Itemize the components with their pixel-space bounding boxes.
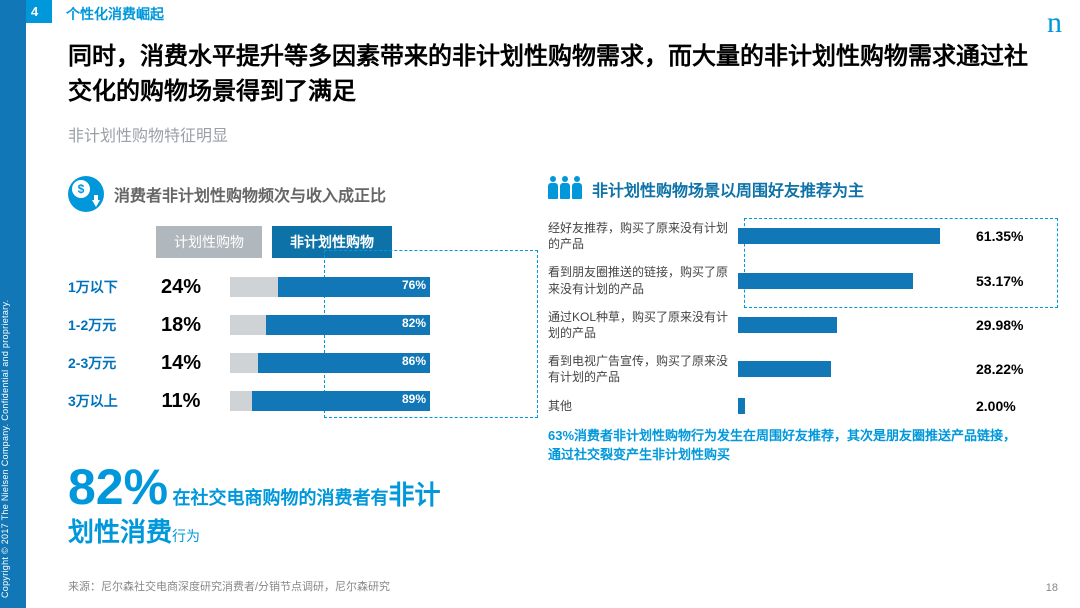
- scenario-row: 通过KOL种草，购买了原来没有计划的产品 29.98%: [548, 309, 1048, 341]
- bar-track: [738, 317, 968, 333]
- people-icon: [548, 176, 582, 202]
- planned-bar: [230, 277, 278, 297]
- scenario-label: 通过KOL种草，购买了原来没有计划的产品: [548, 309, 738, 341]
- scenario-label: 其他: [548, 398, 738, 414]
- tab-planned: 计划性购物: [156, 226, 262, 258]
- right-footnote: 63%消费者非计划性购物行为发生在周围好友推荐，其次是朋友圈推送产品链接，通过社…: [548, 426, 1048, 465]
- planned-bar: [230, 353, 258, 373]
- scenario-label: 看到朋友圈推送的链接，购买了原来没有计划的产品: [548, 264, 738, 296]
- bar-wrap: 86%: [230, 353, 430, 373]
- scenario-bar: [738, 228, 940, 244]
- person-icon: [548, 176, 558, 202]
- bar-wrap: 89%: [230, 391, 430, 411]
- planned-bar: [230, 315, 266, 335]
- planned-pct: 14%: [146, 352, 216, 375]
- bar-track: [738, 273, 968, 289]
- right-panel: 非计划性购物场景以周围好友推荐为主 经好友推荐，购买了原来没有计划的产品61.3…: [548, 176, 1048, 465]
- planned-pct: 18%: [146, 314, 216, 337]
- left-strip: Copyright © 2017 The Nielsen Company. Co…: [0, 0, 26, 608]
- bar-wrap: 76%: [230, 277, 430, 297]
- scenario-bar: [738, 317, 837, 333]
- section-label: 个性化消费崛起: [66, 4, 164, 24]
- nielsen-logo: n: [1047, 6, 1062, 40]
- callout-line2: 划性消费行为: [68, 512, 508, 549]
- right-heading: 非计划性购物场景以周围好友推荐为主: [592, 177, 864, 201]
- unplanned-val: 86%: [402, 354, 426, 368]
- scenario-label: 看到电视广告宣传，购买了原来没有计划的产品: [548, 353, 738, 385]
- source-line: 来源：尼尔森社交电商深度研究消费者/分销节点调研，尼尔森研究: [68, 578, 390, 594]
- income-label: 2-3万元: [68, 353, 146, 373]
- planned-pct: 11%: [146, 390, 216, 413]
- callout-em2: 划性消费: [68, 517, 172, 547]
- page-title: 同时，消费水平提升等多因素带来的非计划性购物需求，而大量的非计划性购物需求通过社…: [68, 40, 1040, 110]
- section-number: 4: [31, 4, 38, 19]
- callout-percent: 82%: [68, 459, 168, 515]
- scenario-val: 2.00%: [976, 398, 1016, 414]
- callout-small: 行为: [172, 528, 200, 544]
- slide: Copyright © 2017 The Nielsen Company. Co…: [0, 0, 1080, 608]
- scenario-bar: [738, 398, 745, 414]
- scenario-row: 其他 2.00%: [548, 398, 1048, 414]
- stat-callout: 82% 在社交电商购物的消费者有非计 划性消费行为: [68, 458, 508, 549]
- callout-mid: 在社交电商购物的消费者有: [173, 488, 389, 508]
- money-cycle-icon: $: [68, 176, 104, 212]
- income-label: 1万以下: [68, 277, 146, 297]
- bar-track: [738, 398, 968, 414]
- unplanned-val: 76%: [402, 278, 426, 292]
- page-number: 18: [1046, 582, 1058, 594]
- income-label: 3万以上: [68, 391, 146, 411]
- bar-track: [738, 228, 968, 244]
- left-heading: 消费者非计划性购物频次与收入成正比: [114, 182, 386, 206]
- callout-em1: 非计: [389, 480, 441, 510]
- scenario-bar: [738, 361, 831, 377]
- scenario-row: 看到电视广告宣传，购买了原来没有计划的产品 28.22%: [548, 353, 1048, 385]
- callout-text1: 在社交电商购物的消费者有非计: [173, 488, 441, 508]
- planned-pct: 24%: [146, 276, 216, 299]
- bar-track: [738, 361, 968, 377]
- bar-wrap: 82%: [230, 315, 430, 335]
- left-heading-row: $ 消费者非计划性购物频次与收入成正比: [68, 176, 498, 212]
- planned-bar: [230, 391, 252, 411]
- section-tag: 4: [26, 0, 52, 23]
- left-panel: $ 消费者非计划性购物频次与收入成正比 计划性购物 非计划性购物 1万以下24%…: [68, 176, 498, 420]
- scenario-label: 经好友推荐，购买了原来没有计划的产品: [548, 220, 738, 252]
- right-heading-row: 非计划性购物场景以周围好友推荐为主: [548, 176, 1048, 202]
- income-label: 1-2万元: [68, 315, 146, 335]
- arrow-down-icon: [92, 200, 100, 207]
- unplanned-val: 89%: [402, 392, 426, 406]
- page-subtitle: 非计划性购物特征明显: [68, 122, 228, 146]
- scenario-val: 29.98%: [976, 317, 1023, 333]
- person-icon: [560, 176, 570, 202]
- scenario-bar: [738, 273, 913, 289]
- dollar-icon: $: [72, 180, 90, 198]
- person-icon: [572, 176, 582, 202]
- scenario-val: 28.22%: [976, 361, 1023, 377]
- copyright-text: Copyright © 2017 The Nielsen Company. Co…: [0, 300, 10, 598]
- unplanned-val: 82%: [402, 316, 426, 330]
